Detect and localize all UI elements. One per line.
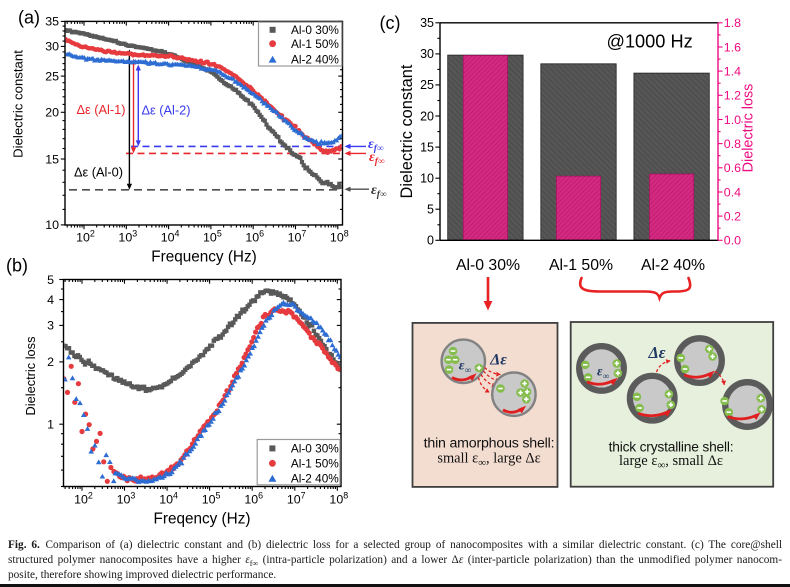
svg-text:1.2: 1.2: [724, 89, 741, 103]
svg-text:25: 25: [420, 78, 434, 92]
svg-text:0.2: 0.2: [724, 209, 741, 223]
svg-text:0: 0: [427, 234, 434, 248]
svg-text:Al-2 40%: Al-2 40%: [291, 52, 339, 66]
svg-text:Al-1 50%: Al-1 50%: [291, 37, 339, 51]
svg-text:thin amorphous shell:: thin amorphous shell:: [424, 436, 555, 452]
svg-text:103: 103: [118, 229, 137, 245]
svg-text:Al-2 40%: Al-2 40%: [291, 471, 339, 485]
svg-text:103: 103: [117, 491, 136, 507]
svg-text:Dielectric constant: Dielectric constant: [11, 50, 26, 158]
svg-text:15: 15: [45, 152, 59, 166]
svg-text:Δε: Δε: [647, 343, 665, 362]
svg-text:(c): (c): [380, 13, 401, 33]
svg-text:106: 106: [244, 491, 263, 507]
svg-text:(a): (a): [18, 8, 40, 28]
svg-text:@1000 Hz: @1000 Hz: [606, 32, 692, 52]
svg-text:5: 5: [47, 273, 54, 287]
svg-text:20: 20: [420, 109, 434, 123]
svg-text:Δε (Al-0): Δε (Al-0): [74, 165, 123, 180]
svg-text:107: 107: [287, 491, 306, 507]
svg-text:Dielectric constant: Dielectric constant: [398, 64, 416, 198]
svg-text:Δε (Al-1): Δε (Al-1): [76, 102, 125, 117]
svg-text:Al-0 30%: Al-0 30%: [291, 441, 339, 455]
svg-text:3: 3: [47, 319, 54, 333]
svg-text:104: 104: [161, 229, 180, 245]
svg-text:105: 105: [202, 491, 221, 507]
svg-text:10: 10: [420, 172, 434, 186]
svg-text:thick crystalline shell:: thick crystalline shell:: [609, 440, 734, 455]
svg-text:0.8: 0.8: [724, 137, 741, 151]
svg-text:102: 102: [74, 491, 93, 507]
svg-text:104: 104: [159, 491, 178, 507]
svg-text:20: 20: [45, 106, 59, 120]
svg-text:102: 102: [76, 229, 95, 245]
svg-text:105: 105: [203, 229, 222, 245]
svg-text:ε∞: ε∞: [597, 364, 609, 382]
svg-text:Al-0 30%: Al-0 30%: [456, 257, 520, 274]
svg-text:(b): (b): [6, 256, 28, 276]
svg-text:0.0: 0.0: [724, 234, 741, 248]
svg-text:106: 106: [245, 229, 264, 245]
svg-text:35: 35: [420, 16, 434, 30]
svg-text:Freqency (Hz): Freqency (Hz): [154, 511, 251, 528]
svg-text:35: 35: [45, 15, 59, 29]
svg-text:Dielectric loss: Dielectric loss: [741, 84, 757, 173]
svg-text:30: 30: [45, 40, 59, 54]
svg-text:1.4: 1.4: [724, 64, 741, 78]
svg-text:0.4: 0.4: [724, 185, 741, 199]
svg-text:small ε∞, large Δε: small ε∞, large Δε: [437, 450, 540, 469]
svg-text:108: 108: [329, 491, 348, 507]
svg-text:Al-1 50%: Al-1 50%: [549, 257, 613, 274]
svg-text:15: 15: [420, 140, 434, 154]
svg-text:107: 107: [288, 229, 307, 245]
svg-text:25: 25: [45, 69, 59, 83]
svg-text:1.8: 1.8: [724, 16, 741, 30]
svg-text:30: 30: [420, 47, 434, 61]
svg-text:108: 108: [330, 229, 349, 245]
svg-text:1.6: 1.6: [724, 40, 741, 54]
svg-text:Δε (Al-2): Δε (Al-2): [141, 103, 190, 118]
svg-text:4: 4: [47, 293, 54, 307]
svg-text:Al-0 30%: Al-0 30%: [291, 23, 339, 37]
svg-text:1.0: 1.0: [724, 113, 741, 127]
svg-text:2: 2: [47, 355, 54, 369]
svg-text:1: 1: [47, 418, 54, 432]
svg-text:Frequency (Hz): Frequency (Hz): [151, 249, 256, 266]
svg-text:5: 5: [427, 203, 434, 217]
svg-text:Δε: Δε: [489, 352, 507, 369]
svg-text:Al-1 50%: Al-1 50%: [291, 456, 339, 470]
svg-text:10: 10: [45, 218, 59, 232]
svg-text:Dielectric loss: Dielectric loss: [23, 337, 38, 416]
svg-text:0.6: 0.6: [724, 161, 741, 175]
svg-text:εf∞: εf∞: [371, 183, 387, 200]
svg-text:large ε∞, small Δε: large ε∞, small Δε: [619, 453, 723, 472]
svg-text:Al-2 40%: Al-2 40%: [641, 257, 705, 274]
